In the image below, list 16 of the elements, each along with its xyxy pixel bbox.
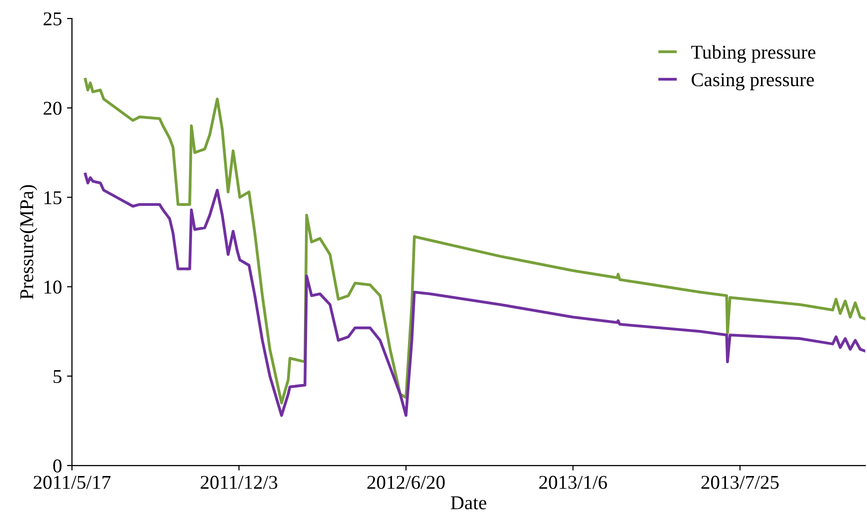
x-tick-label: 2012/6/20: [367, 476, 445, 489]
y-tick-label: 15: [44, 191, 62, 204]
x-tick-label: 2011/12/3: [200, 476, 278, 489]
x-tick-label: 2013/7/25: [701, 476, 779, 489]
y-axis-title: Pressure(MPa): [20, 185, 38, 300]
y-tick-label: 20: [44, 102, 62, 115]
y-tick-label: 10: [44, 280, 62, 294]
y-tick-label: 0: [53, 459, 62, 472]
y-tick-label: 5: [54, 370, 62, 384]
legend-label: Casing pressure: [692, 73, 814, 90]
x-tick-label: 2013/1/6: [539, 476, 607, 489]
y-tick-label: 25: [44, 12, 62, 26]
line-series: [84, 172, 866, 417]
x-tick-label: 2011/5/17: [34, 476, 110, 489]
x-axis-title: Date: [450, 496, 486, 510]
legend-label: Tubing pressure: [691, 45, 816, 63]
